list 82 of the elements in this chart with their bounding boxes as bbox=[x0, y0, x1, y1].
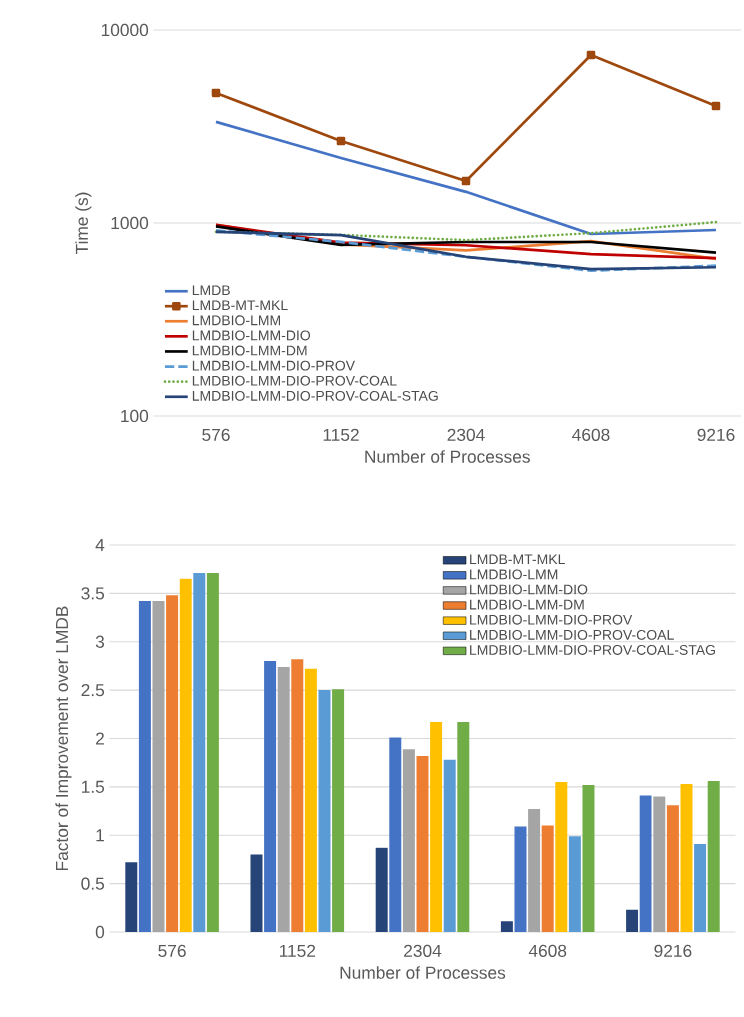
bar bbox=[416, 755, 429, 932]
legend-label: LMDBIO-LMM-DIO-PROV-COAL bbox=[192, 375, 397, 386]
bar bbox=[402, 749, 415, 932]
y-tick-label: 2.5 bbox=[81, 683, 105, 697]
bar bbox=[666, 805, 679, 932]
legend-label: LMDBIO-LMM-DIO-PROV bbox=[192, 360, 355, 371]
y-tick-label: 1.5 bbox=[82, 780, 105, 793]
point bbox=[461, 176, 471, 186]
legend-label: LMDBIO-LMM-DM bbox=[192, 345, 307, 356]
y-tick-label: 10000 bbox=[101, 23, 149, 37]
bar bbox=[639, 795, 652, 932]
x-tick-label: 1152 bbox=[279, 944, 316, 957]
x-tick-label: 2304 bbox=[447, 428, 485, 441]
bar bbox=[707, 781, 720, 932]
y-tick-label: 3.5 bbox=[81, 587, 105, 600]
x-tick-label: 4608 bbox=[528, 944, 567, 957]
y-tick-label: 1 bbox=[96, 829, 104, 842]
bar bbox=[528, 809, 541, 932]
bar bbox=[430, 722, 443, 932]
y-tick-label: 2 bbox=[96, 732, 104, 745]
bar bbox=[138, 601, 151, 932]
legend-label: LMDBIO-LMM-DIO bbox=[192, 330, 311, 341]
x-tick-label: 576 bbox=[202, 428, 230, 441]
x-axis-title: Number of Processes bbox=[340, 966, 506, 979]
bar bbox=[332, 689, 345, 932]
bar bbox=[179, 578, 192, 932]
bar bbox=[318, 690, 331, 932]
bar bbox=[193, 573, 206, 932]
point bbox=[336, 136, 346, 146]
bar bbox=[304, 668, 317, 932]
bar bbox=[206, 573, 219, 932]
y-tick-label: 4 bbox=[95, 539, 105, 551]
legend-label: LMDBIO-LMM-DIO-PROV-COAL-STAG bbox=[192, 390, 438, 401]
bar bbox=[541, 825, 554, 932]
legend-label: LMDBIO-LMM-DIO bbox=[470, 584, 588, 595]
y-tick-label: 1000 bbox=[111, 216, 149, 230]
bar bbox=[152, 601, 165, 932]
bar bbox=[375, 847, 388, 932]
bar bbox=[389, 737, 402, 932]
legend-label: LMDBIO-LMM-DIO-PROV bbox=[470, 614, 633, 625]
bar bbox=[443, 759, 456, 932]
bar bbox=[457, 722, 470, 932]
bar bbox=[694, 843, 707, 932]
point bbox=[711, 101, 721, 111]
y-tick-label: 0 bbox=[95, 925, 105, 939]
bar bbox=[582, 784, 595, 932]
y-tick-label: 100 bbox=[121, 409, 149, 423]
legend-label: LMDBIO-LMM bbox=[192, 315, 281, 326]
point bbox=[586, 50, 596, 60]
x-tick-label: 4608 bbox=[572, 428, 610, 441]
bar bbox=[626, 909, 639, 932]
y-axis-title: Factor of Improvement over LMDB bbox=[55, 606, 72, 871]
bar bbox=[166, 595, 179, 932]
bar bbox=[277, 666, 290, 932]
bar bbox=[568, 836, 581, 932]
legend-label: LMDB-MT-MKL bbox=[192, 300, 288, 311]
legend-label: LMDBIO-LMM-DIO-PROV-COAL-STAG bbox=[470, 644, 715, 655]
x-axis-title: Number of Processes bbox=[365, 450, 530, 463]
legend-label: LMDBIO-LMM-DIO-PROV-COAL bbox=[470, 629, 674, 640]
bar bbox=[555, 782, 568, 932]
x-tick-label: 2304 bbox=[404, 944, 442, 957]
y-tick-label: 0.5 bbox=[81, 877, 105, 890]
bar bbox=[514, 826, 527, 932]
bar bbox=[291, 659, 304, 932]
point bbox=[211, 88, 221, 98]
x-tick-label: 9216 bbox=[654, 944, 692, 957]
legend-label: LMDBIO-LMM-DM bbox=[470, 599, 584, 610]
x-tick-label: 1152 bbox=[323, 428, 359, 441]
bar bbox=[264, 661, 277, 932]
legend-label: LMDB bbox=[192, 285, 230, 296]
x-tick-label: 9216 bbox=[697, 428, 735, 441]
line-series bbox=[214, 120, 718, 236]
bar bbox=[125, 862, 138, 932]
bar bbox=[500, 921, 513, 932]
legend-label: LMDBIO-LMM bbox=[470, 569, 558, 580]
legend-label: LMDB-MT-MKL bbox=[470, 554, 565, 565]
x-tick-label: 576 bbox=[158, 944, 186, 957]
bar bbox=[250, 854, 263, 932]
bar bbox=[653, 796, 666, 932]
y-tick-label: 3 bbox=[95, 635, 105, 648]
y-axis-title: Time (s) bbox=[75, 192, 92, 255]
bar bbox=[680, 783, 693, 932]
